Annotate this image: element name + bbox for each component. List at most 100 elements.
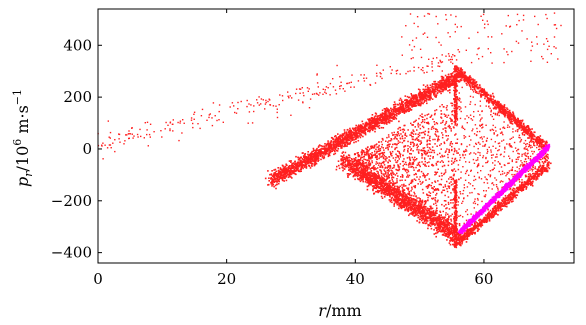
particle-point [321,147,323,150]
particle-point [388,119,390,122]
particle-point [385,187,387,189]
particle-point [350,135,352,137]
particle-point [284,171,287,173]
particle-point [530,60,532,62]
particle-point [414,179,417,181]
particle-point [412,214,414,216]
particle-point [440,172,443,175]
particle-point [344,151,347,154]
particle-point [312,153,315,156]
particle-point [392,117,395,120]
particle-point [290,176,292,178]
particle-point [398,112,400,114]
particle-point [348,82,351,84]
particle-point [148,133,151,136]
particle-point [403,107,405,110]
particle-point [371,119,374,122]
particle-point [328,154,331,157]
particle-point [290,168,292,170]
particle-point [396,195,399,197]
particle-point [449,81,451,84]
particle-point [294,162,297,165]
particle-point [372,177,375,180]
particle-point [418,178,420,181]
particle-point [429,116,431,118]
particle-point [344,141,347,144]
particle-point [334,146,336,148]
particle-point [414,203,417,206]
particle-point [435,94,438,96]
particle-point [407,193,410,195]
particle-point [350,137,352,139]
particle-point [412,96,415,99]
particle-point [446,235,449,237]
particle-point [388,199,391,201]
particle-point [408,107,410,110]
particle-point [411,203,414,206]
particle-point [452,174,455,177]
particle-point [395,168,397,171]
particle-point [403,112,406,114]
particle-point [426,139,429,142]
particle-point [366,188,369,191]
particle-point [386,123,388,125]
particle-point [430,114,433,117]
particle-point [320,158,322,161]
particle-point [352,171,354,173]
particle-point [380,195,383,198]
particle-point [434,80,437,83]
particle-point [365,174,368,177]
particle-point [449,117,451,119]
particle-point [398,168,400,170]
particle-point [427,227,429,230]
particle-point [348,161,351,163]
particle-point [417,216,419,219]
particle-point [435,223,437,225]
particle-point [393,101,396,103]
particle-point [353,134,356,137]
particle-point [435,222,438,224]
particle-point [372,189,374,192]
particle-point [190,117,193,119]
particle-point [408,105,410,107]
particle-point [392,171,394,174]
particle-point [450,215,452,217]
particle-point [350,81,352,83]
particle-point [424,175,427,177]
particle-point [288,160,291,162]
particle-point [332,86,335,88]
particle-point [554,24,557,26]
particle-point [397,192,400,194]
particle-point [424,91,427,93]
particle-point [334,135,337,137]
particle-point [442,233,445,236]
particle-point [515,40,518,43]
particle-point [455,150,458,152]
particle-point [361,164,363,166]
particle-point [433,149,435,152]
particle-point [408,161,411,164]
particle-point [377,118,379,121]
particle-point [368,120,370,122]
particle-point [430,218,432,220]
particle-point [363,125,366,127]
particle-point [358,131,360,133]
particle-point [357,178,359,180]
particle-point [423,203,426,206]
particle-point [415,172,417,175]
particle-point [421,201,424,204]
particle-point [307,151,309,153]
particle-point [329,147,332,149]
particle-point [444,227,446,229]
particle-point [402,128,405,130]
particle-point [407,209,409,211]
particle-point [342,139,345,142]
particle-point [422,84,425,86]
particle-point [410,132,412,134]
particle-point [550,53,552,55]
particle-point [139,128,141,131]
particle-point [432,165,434,167]
particle-point [385,183,388,186]
particle-point [118,138,120,140]
particle-point [438,138,440,141]
